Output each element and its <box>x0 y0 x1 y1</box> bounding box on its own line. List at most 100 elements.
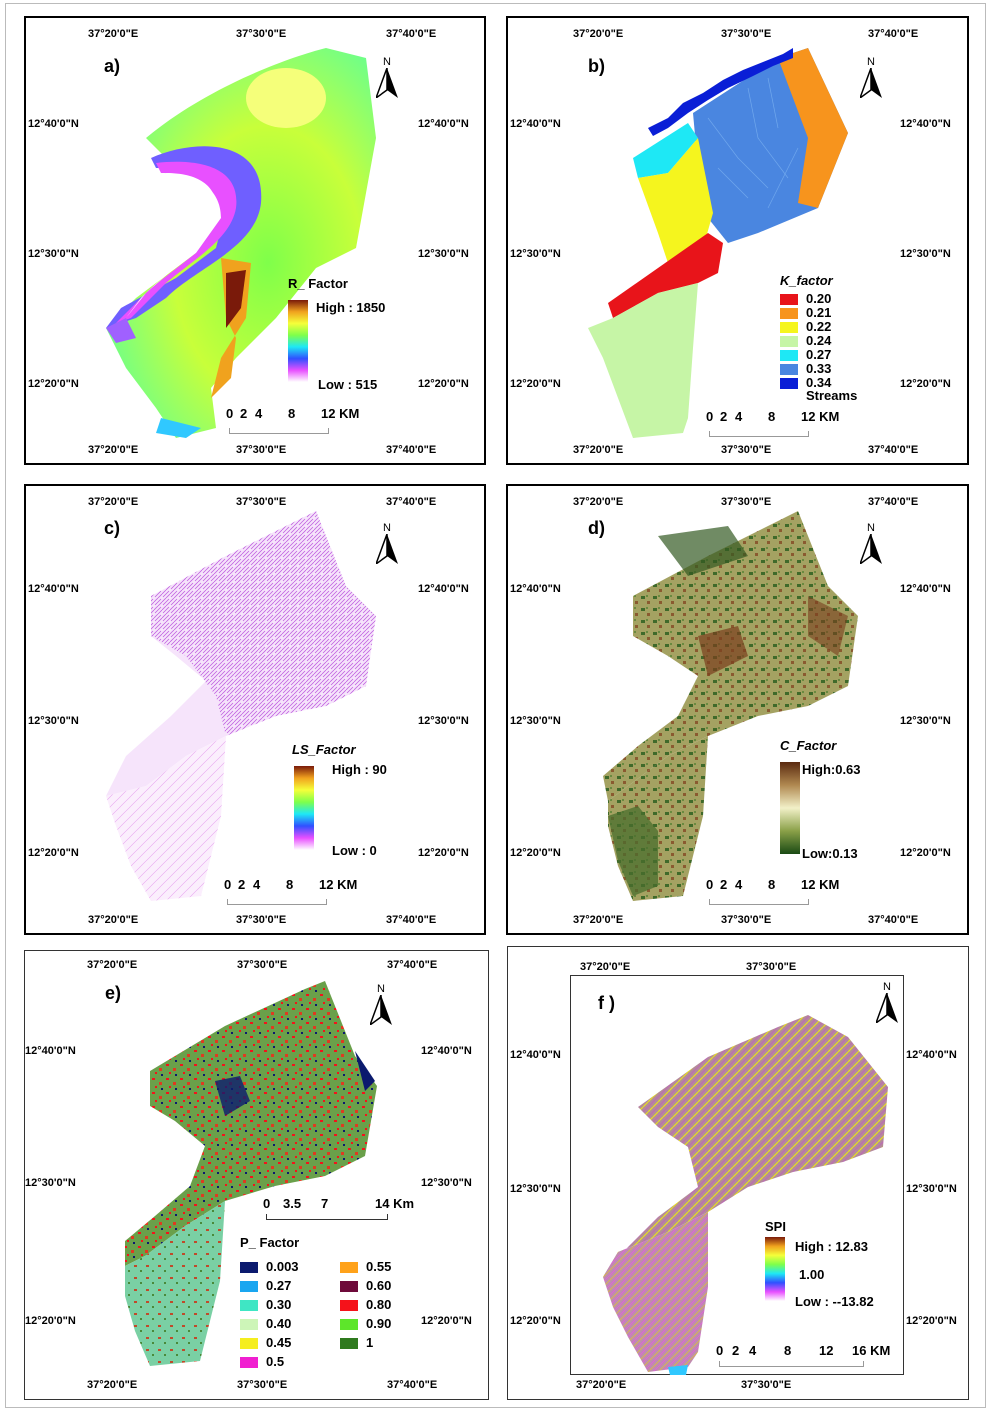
legend-high: High : 1850 <box>316 300 386 315</box>
lat-label: 12°20'0"N <box>25 1315 76 1327</box>
lon-label: 37°30'0"E <box>236 28 287 40</box>
legend-low: Low:0.13 <box>802 846 858 861</box>
lon-label: 37°40'0"E <box>386 444 437 456</box>
legend-item: 0.5 <box>240 1354 284 1369</box>
legend-high: High : 90 <box>332 762 387 777</box>
legend-high: High : 12.83 <box>795 1239 868 1254</box>
lat-label: 12°20'0"N <box>421 1315 472 1327</box>
lat-label: 12°20'0"N <box>906 1315 957 1327</box>
legend-streams: Streams <box>806 388 858 403</box>
legend-item: 0.27 <box>780 347 831 362</box>
lat-label: 12°20'0"N <box>418 847 469 859</box>
lon-label: 37°20'0"E <box>88 914 139 926</box>
lon-label: 37°40'0"E <box>868 28 919 40</box>
panel-k-factor: 37°20'0"E 37°30'0"E 37°40'0"E 37°20'0"E … <box>506 16 969 465</box>
lon-label: 37°20'0"E <box>573 496 624 508</box>
lat-label: 12°20'0"N <box>900 847 951 859</box>
legend-title: K_factor <box>780 273 833 288</box>
lat-label: 12°40'0"N <box>418 583 469 595</box>
legend-item: 0.34 <box>780 375 831 390</box>
map-ls-factor <box>106 511 376 901</box>
lon-label: 37°30'0"E <box>721 914 772 926</box>
map-spi <box>603 1015 888 1375</box>
legend-low: Low : 0 <box>332 843 377 858</box>
panel-label: d) <box>588 518 605 538</box>
panel-spi: 37°20'0"E 37°30'0"E 37°20'0"E 37°30'0"E … <box>507 946 969 1400</box>
lon-label: 37°40'0"E <box>386 914 437 926</box>
legend-title: C_Factor <box>780 738 837 753</box>
lon-label: 37°20'0"E <box>87 1379 138 1391</box>
lon-label: 37°20'0"E <box>573 444 624 456</box>
panel-label: a) <box>104 56 121 76</box>
north-arrow-icon: N <box>858 522 882 569</box>
panel-label: b) <box>588 56 605 76</box>
spi-inner-frame <box>570 975 904 1375</box>
lat-label: 12°30'0"N <box>900 248 951 260</box>
legend-ramp <box>765 1237 785 1301</box>
lat-label: 12°30'0"N <box>418 715 469 727</box>
lon-label: 37°30'0"E <box>746 961 797 973</box>
lat-label: 12°30'0"N <box>418 248 469 260</box>
figure-frame <box>5 3 986 1408</box>
panel-p-factor: 37°20'0"E 37°30'0"E 37°40'0"E 37°20'0"E … <box>24 950 489 1400</box>
lon-label: 37°20'0"E <box>573 914 624 926</box>
panel-label: e) <box>105 983 122 1003</box>
legend-title: SPI <box>765 1219 786 1234</box>
lat-label: 12°30'0"N <box>25 1177 76 1189</box>
legend-item: 0.27 <box>240 1278 291 1293</box>
lat-label: 12°40'0"N <box>25 1045 76 1057</box>
legend-title: P_ Factor <box>240 1235 300 1250</box>
legend-item: 0.24 <box>780 333 831 348</box>
lon-label: 37°20'0"E <box>576 1379 627 1391</box>
lat-label: 12°40'0"N <box>418 118 469 130</box>
lon-label: 37°40'0"E <box>386 28 437 40</box>
lat-label: 12°20'0"N <box>28 847 79 859</box>
north-arrow-icon: N <box>374 522 398 569</box>
legend-low: Low : 515 <box>318 377 378 392</box>
lat-label: 12°20'0"N <box>28 378 79 390</box>
legend-item: 0.90 <box>340 1316 391 1331</box>
legend-high: High:0.63 <box>802 762 861 777</box>
lat-label: 12°40'0"N <box>906 1049 957 1061</box>
lat-label: 12°20'0"N <box>418 378 469 390</box>
legend-item: 0.33 <box>780 361 831 376</box>
legend-item: 1 <box>340 1335 373 1350</box>
lon-label: 37°20'0"E <box>88 496 139 508</box>
legend-item: 0.45 <box>240 1335 291 1350</box>
legend-item: 0.21 <box>780 305 831 320</box>
map-r-factor <box>106 48 376 438</box>
north-arrow-icon: N <box>374 56 398 103</box>
lon-label: 37°30'0"E <box>237 1379 288 1391</box>
lat-label: 12°30'0"N <box>900 715 951 727</box>
lon-label: 37°20'0"E <box>87 959 138 971</box>
legend-ramp <box>294 766 314 850</box>
lon-label: 37°30'0"E <box>721 444 772 456</box>
lon-label: 37°30'0"E <box>236 496 287 508</box>
lon-label: 37°30'0"E <box>236 444 287 456</box>
lon-label: 37°40'0"E <box>868 914 919 926</box>
lat-label: 12°30'0"N <box>421 1177 472 1189</box>
lon-label: 37°40'0"E <box>386 496 437 508</box>
lat-label: 12°20'0"N <box>510 847 561 859</box>
legend-ramp <box>780 762 800 854</box>
lat-label: 12°40'0"N <box>28 583 79 595</box>
lat-label: 12°40'0"N <box>900 118 951 130</box>
lat-label: 12°40'0"N <box>900 583 951 595</box>
north-arrow-icon: N <box>874 981 898 1028</box>
legend-title: R_ Factor <box>288 276 348 291</box>
legend-mid: 1.00 <box>799 1267 825 1282</box>
lon-label: 37°30'0"E <box>236 914 287 926</box>
legend-item: 0.60 <box>340 1278 391 1293</box>
legend-item: 0.003 <box>240 1259 299 1274</box>
panel-c-factor: 37°20'0"E 37°30'0"E 37°40'0"E 37°20'0"E … <box>506 484 969 935</box>
lat-label: 12°20'0"N <box>900 378 951 390</box>
north-arrow-icon: N <box>858 56 882 103</box>
lat-label: 12°40'0"N <box>510 1049 561 1061</box>
legend-item: 0.22 <box>780 319 831 334</box>
lon-label: 37°20'0"E <box>580 961 631 973</box>
legend-title: LS_Factor <box>292 742 356 757</box>
legend-item: 0.55 <box>340 1259 391 1274</box>
lat-label: 12°30'0"N <box>28 715 79 727</box>
lon-label: 37°30'0"E <box>237 959 288 971</box>
lon-label: 37°30'0"E <box>741 1379 792 1391</box>
